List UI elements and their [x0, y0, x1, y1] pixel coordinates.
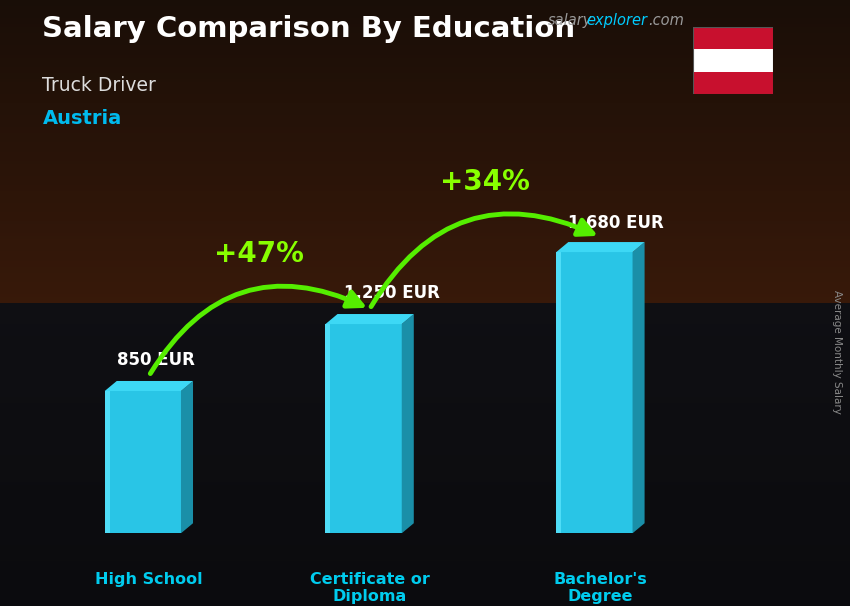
Polygon shape	[181, 381, 193, 533]
Text: .com: .com	[648, 13, 683, 28]
Polygon shape	[105, 381, 193, 391]
Bar	[693, 72, 774, 94]
Polygon shape	[556, 252, 561, 533]
Polygon shape	[326, 324, 402, 533]
Text: 1,680 EUR: 1,680 EUR	[569, 214, 664, 232]
Polygon shape	[556, 252, 632, 533]
Text: 1,250 EUR: 1,250 EUR	[343, 284, 439, 302]
Polygon shape	[402, 314, 414, 533]
Text: +34%: +34%	[440, 168, 530, 196]
Polygon shape	[632, 242, 644, 533]
Polygon shape	[326, 314, 414, 324]
Text: explorer: explorer	[586, 13, 648, 28]
Text: 850 EUR: 850 EUR	[116, 351, 195, 369]
Polygon shape	[556, 242, 644, 252]
Text: salary: salary	[548, 13, 592, 28]
Text: Average Monthly Salary: Average Monthly Salary	[832, 290, 842, 413]
Text: High School: High School	[95, 572, 202, 587]
Polygon shape	[105, 391, 181, 533]
Text: Austria: Austria	[42, 109, 122, 128]
Polygon shape	[105, 391, 110, 533]
Text: Certificate or
Diploma: Certificate or Diploma	[309, 572, 429, 604]
Bar	[693, 50, 774, 72]
Text: Bachelor's
Degree: Bachelor's Degree	[553, 572, 648, 604]
Text: Salary Comparison By Education: Salary Comparison By Education	[42, 15, 575, 43]
Polygon shape	[326, 324, 331, 533]
Text: Truck Driver: Truck Driver	[42, 76, 156, 95]
Bar	[693, 27, 774, 50]
Text: +47%: +47%	[214, 240, 304, 268]
